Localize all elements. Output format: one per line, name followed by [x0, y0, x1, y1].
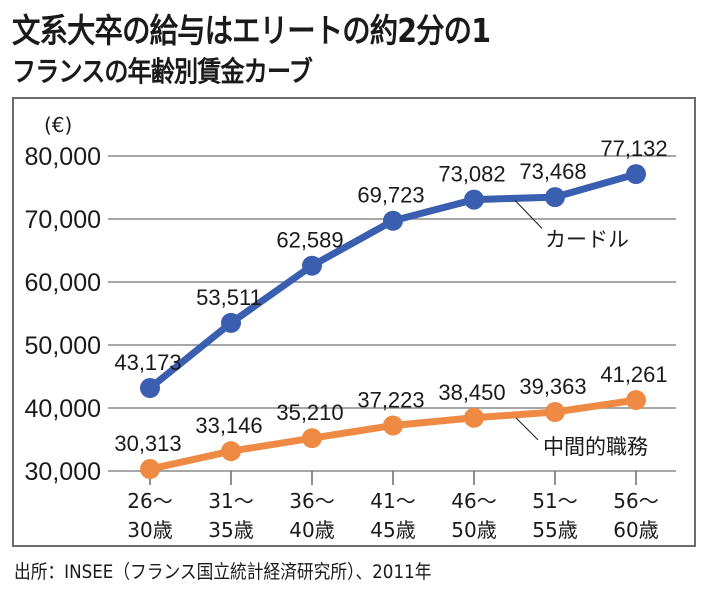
x-axis-tick-labels: 26〜 30歳 31〜 35歳 36〜 40歳 41〜 45歳 46〜 50歳 51〜 55歳 56〜 6…	[127, 489, 658, 542]
data-label: 41,261	[600, 362, 667, 387]
data-label: 33,146	[195, 413, 262, 438]
y-axis-unit-label: (€)	[44, 113, 72, 137]
source-note: 出所：INSEE（フランス国立統計経済研究所）、2011年	[14, 561, 432, 583]
x-axis-ticks	[149, 471, 637, 485]
x-tick-label-line1: 26〜	[127, 489, 172, 513]
x-tick-label-line1: 56〜	[613, 489, 658, 513]
data-point	[464, 189, 484, 210]
data-label: 30,313	[114, 431, 181, 456]
data-point	[383, 415, 403, 436]
data-point	[302, 255, 322, 276]
data-label: 35,210	[276, 400, 343, 425]
series-label-cadre: カードル	[545, 227, 629, 251]
y-tick-label: 60,000	[25, 269, 101, 297]
series-intermediate: 30,313 33,146 35,210 37,223 38,450 39,363 41,2…	[114, 362, 668, 480]
data-point	[383, 210, 403, 231]
data-label: 53,511	[196, 285, 262, 310]
x-tick-label-line1: 46〜	[451, 489, 496, 513]
series-group: 43,173 53,511 62,589 69,723 73,082 73,468 77,1…	[114, 136, 668, 480]
leader-line	[514, 200, 543, 229]
data-point	[302, 428, 322, 449]
data-label: 73,082	[438, 162, 505, 187]
y-tick-label: 80,000	[25, 143, 101, 171]
x-tick-label-line2: 40歳	[289, 518, 334, 542]
data-point	[545, 187, 565, 208]
series-cadre: 43,173 53,511 62,589 69,723 73,082 73,468 77,1…	[114, 136, 668, 399]
data-point	[221, 441, 241, 462]
data-point	[545, 402, 565, 423]
data-label: 38,450	[438, 380, 505, 405]
x-tick-label-line1: 41〜	[370, 489, 415, 513]
data-label: 43,173	[114, 350, 181, 375]
x-tick-label-line2: 35歳	[208, 518, 253, 542]
data-label: 39,363	[519, 374, 586, 399]
data-point	[221, 312, 241, 333]
data-label: 69,723	[357, 183, 424, 208]
data-point	[626, 390, 646, 411]
leader-line	[515, 417, 539, 441]
x-tick-label-line2: 50歳	[451, 518, 496, 542]
data-point	[464, 407, 484, 428]
y-tick-label: 30,000	[25, 458, 101, 486]
data-point	[140, 459, 160, 480]
chart-subtitle: フランスの年齢別賃金カーブ	[12, 55, 313, 88]
data-label: 62,589	[276, 228, 343, 253]
y-tick-label: 70,000	[25, 206, 101, 234]
data-label: 73,468	[519, 159, 586, 184]
x-tick-label-line2: 30歳	[127, 518, 172, 542]
data-label: 37,223	[357, 387, 424, 412]
data-label: 77,132	[600, 136, 667, 161]
x-tick-label-line1: 51〜	[532, 489, 577, 513]
x-tick-label-line2: 45歳	[370, 518, 415, 542]
data-point	[626, 164, 646, 185]
x-tick-label-line2: 60歳	[613, 518, 658, 542]
x-tick-label-line1: 31〜	[208, 489, 253, 513]
data-point	[140, 378, 160, 399]
y-tick-label: 40,000	[25, 395, 101, 423]
series-label-intermediate: 中間的職務	[543, 435, 648, 459]
y-tick-label: 50,000	[25, 332, 101, 360]
y-axis-tick-labels: 30,000 40,000 50,000 60,000 70,000 80,000	[25, 143, 101, 486]
x-tick-label-line1: 36〜	[289, 489, 334, 513]
chart-frame	[12, 97, 696, 547]
x-tick-label-line2: 55歳	[532, 518, 577, 542]
chart-title: 文系大卒の給与はエリートの約2分の1	[12, 11, 491, 50]
